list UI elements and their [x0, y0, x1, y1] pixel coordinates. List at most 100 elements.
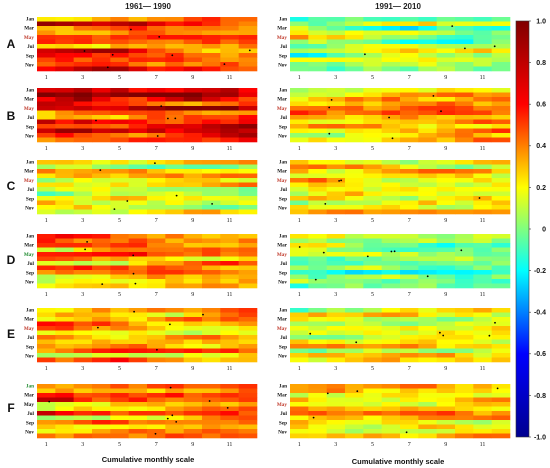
significance-dot — [478, 197, 481, 199]
heatmap-cell — [220, 411, 239, 416]
heatmap-cell — [165, 411, 184, 416]
heatmap-cell — [455, 191, 474, 197]
heatmap-cell — [418, 238, 437, 244]
heatmap-cell — [491, 270, 511, 275]
heatmap-cell — [202, 17, 221, 22]
heatmap-cell — [92, 238, 111, 244]
heatmap-cell — [128, 209, 148, 215]
heatmap-cell — [128, 357, 148, 363]
month-label-mar: Mar — [277, 26, 287, 32]
heatmap-cell — [128, 200, 148, 206]
heatmap-cell — [165, 35, 184, 40]
heatmap-cell — [202, 35, 221, 40]
heatmap-cell — [363, 261, 382, 266]
x-tick-label: 1 — [45, 146, 48, 152]
heatmap-cell — [73, 200, 93, 206]
heatmap-cell — [238, 191, 258, 197]
heatmap-cell — [165, 205, 184, 210]
heatmap-cell — [238, 178, 258, 183]
heatmap-cell — [326, 393, 346, 398]
heatmap-cell — [473, 402, 492, 407]
heatmap-cell — [326, 53, 346, 58]
heatmap-cell — [202, 308, 221, 313]
heatmap-cell — [363, 411, 382, 416]
heatmap-cell — [202, 26, 221, 31]
significance-dot — [330, 99, 333, 101]
heatmap-cell — [381, 178, 401, 183]
heatmap-cell — [202, 196, 221, 201]
month-label-nov: Nov — [278, 63, 287, 69]
heatmap-cell — [220, 44, 239, 49]
heatmap-cell — [73, 308, 93, 313]
heatmap-cell — [183, 191, 203, 197]
heatmap-cell — [128, 429, 148, 434]
heatmap-cell — [400, 424, 419, 430]
heatmap-cell — [363, 424, 382, 430]
heatmap-cell — [418, 128, 437, 134]
heatmap-cell — [147, 312, 166, 318]
heatmap-cell — [220, 209, 239, 215]
heatmap-cell — [418, 424, 437, 430]
heatmap-cell — [363, 173, 382, 179]
heatmap-cell — [381, 35, 401, 40]
heatmap-cell — [400, 30, 419, 36]
heatmap-cell — [455, 124, 474, 129]
significance-dot — [133, 310, 136, 313]
heatmap-cell — [37, 261, 56, 266]
heatmap-cell — [345, 57, 364, 63]
heatmap-cell — [363, 53, 382, 58]
heatmap-cell — [183, 335, 203, 340]
heatmap-cell — [473, 357, 492, 363]
heatmap-cell — [290, 44, 309, 49]
heatmap-cell — [308, 326, 327, 331]
heatmap-cell — [326, 196, 346, 201]
heatmap-cell — [491, 26, 511, 31]
heatmap-cell — [55, 256, 74, 262]
heatmap-cell — [183, 39, 203, 45]
significance-dot — [101, 283, 104, 285]
heatmap-cell — [308, 119, 327, 125]
heatmap-cell — [400, 182, 419, 188]
heatmap-cell — [345, 62, 364, 67]
x-tick-label: 3 — [81, 75, 84, 81]
heatmap-cell — [491, 39, 511, 45]
heatmap-cell — [238, 279, 258, 284]
heatmap-cell — [165, 173, 184, 179]
heatmap-cell — [183, 283, 203, 289]
heatmap-cell — [418, 187, 437, 192]
heatmap-cell — [110, 433, 129, 439]
heatmap-cell — [436, 321, 456, 327]
heatmap-cell — [92, 420, 111, 425]
heatmap-cell — [308, 115, 327, 120]
heatmap-cell — [326, 106, 346, 111]
heatmap-cell — [37, 101, 56, 107]
heatmap-cell — [400, 420, 419, 425]
heatmap-cell — [220, 265, 239, 271]
heatmap-cell — [220, 321, 239, 327]
heatmap-cell — [110, 261, 129, 266]
heatmap-cell — [345, 137, 364, 143]
heatmap-cell — [491, 424, 511, 430]
month-label-jan: Jan — [26, 88, 34, 94]
heatmap-cell — [128, 252, 148, 257]
significance-dot — [86, 241, 88, 243]
heatmap-cell — [491, 420, 511, 425]
heatmap-cell — [110, 169, 129, 174]
heatmap-cell — [238, 406, 258, 412]
heatmap-cell — [110, 119, 129, 125]
heatmap-cell — [220, 17, 239, 22]
month-label-sep: Sep — [26, 196, 34, 202]
heatmap-cell — [308, 317, 327, 322]
heatmap-cell — [473, 44, 492, 49]
heatmap-cell — [147, 53, 166, 58]
heatmap-cell — [110, 128, 129, 134]
heatmap-cell — [110, 182, 129, 188]
heatmap-cell — [436, 88, 456, 93]
heatmap-cell — [55, 308, 74, 313]
heatmap-cell — [326, 35, 346, 40]
heatmap-cell — [345, 234, 364, 239]
heatmap-cell — [92, 44, 111, 49]
heatmap-cell — [473, 35, 492, 40]
heatmap-cell — [92, 187, 111, 192]
